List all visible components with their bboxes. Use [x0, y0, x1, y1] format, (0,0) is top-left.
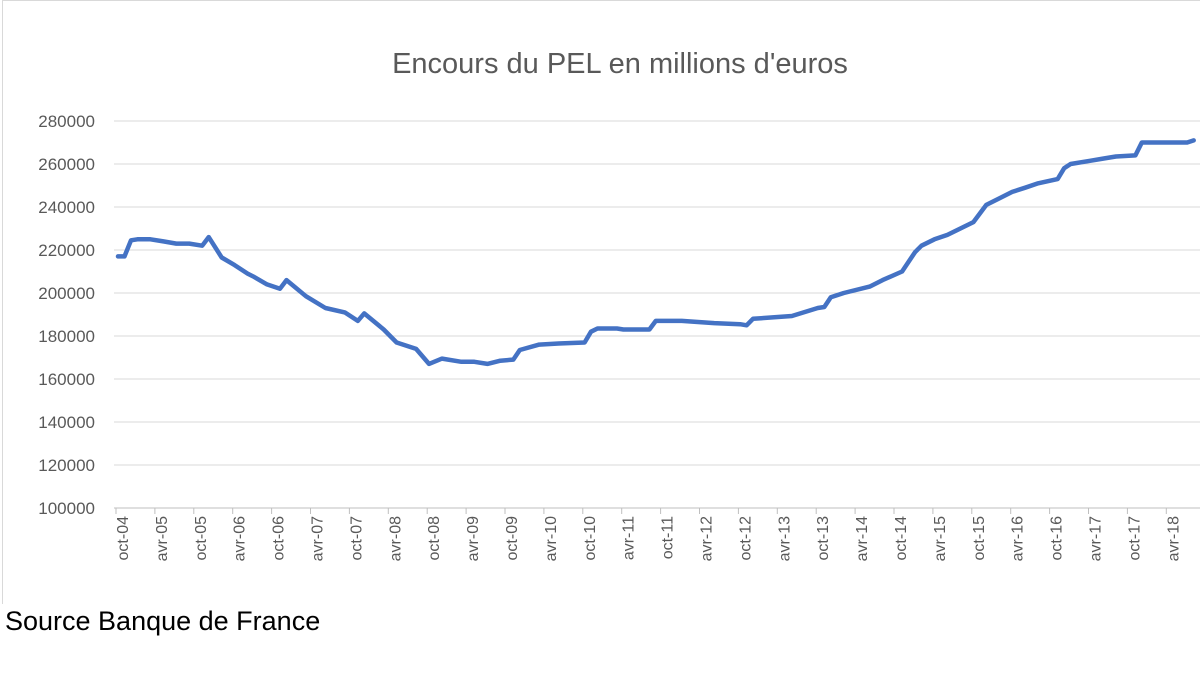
- x-tick-label: oct-10: [582, 516, 599, 561]
- x-tick-label: oct-12: [737, 516, 754, 561]
- y-tick-label: 200000: [38, 284, 95, 303]
- x-tick-label: avr-09: [465, 516, 482, 561]
- x-tick-label: oct-14: [893, 516, 910, 561]
- x-tick-label: oct-11: [660, 516, 677, 559]
- x-tick-label: oct-16: [1049, 516, 1066, 561]
- y-tick-label: 280000: [38, 112, 95, 131]
- x-tick-label: oct-07: [348, 516, 365, 561]
- x-tick-label: avr-11: [621, 516, 638, 560]
- x-tick-label: avr-08: [387, 516, 404, 561]
- y-tick-label: 260000: [38, 155, 95, 174]
- x-tick-label: avr-18: [1165, 516, 1182, 561]
- x-tick-label: oct-05: [193, 516, 210, 561]
- chart-frame: [2, 0, 1200, 604]
- x-tick-label: oct-06: [271, 516, 288, 561]
- x-tick-label: oct-17: [1126, 516, 1143, 561]
- x-tick-label: avr-17: [1088, 516, 1105, 561]
- x-tick-label: avr-06: [232, 516, 249, 561]
- chart-title: Encours du PEL en millions d'euros: [392, 48, 848, 80]
- x-tick-label: avr-15: [932, 516, 949, 561]
- source-note: Source Banque de France: [5, 606, 321, 636]
- x-tick-label: avr-14: [854, 516, 871, 561]
- y-tick-label: 220000: [38, 241, 95, 260]
- x-tick-label: oct-04: [115, 516, 132, 561]
- x-tick-label: avr-13: [776, 516, 793, 561]
- y-tick-label: 140000: [38, 413, 95, 432]
- x-tick-label: avr-12: [699, 516, 716, 561]
- x-tick-label: avr-07: [310, 516, 327, 561]
- y-tick-label: 100000: [38, 499, 95, 518]
- y-tick-label: 240000: [38, 198, 95, 217]
- x-tick-label: oct-15: [971, 516, 988, 561]
- y-tick-label: 160000: [38, 370, 95, 389]
- y-tick-label: 120000: [38, 456, 95, 475]
- x-tick-label: avr-16: [1010, 516, 1027, 561]
- x-tick-label: oct-09: [504, 516, 521, 561]
- series-line: [115, 138, 1196, 367]
- x-tick-label: avr-10: [543, 516, 560, 561]
- x-tick-label: oct-13: [815, 516, 832, 561]
- x-tick-label: avr-05: [154, 516, 171, 561]
- x-tick-label: oct-08: [426, 516, 443, 561]
- y-tick-label: 180000: [38, 327, 95, 346]
